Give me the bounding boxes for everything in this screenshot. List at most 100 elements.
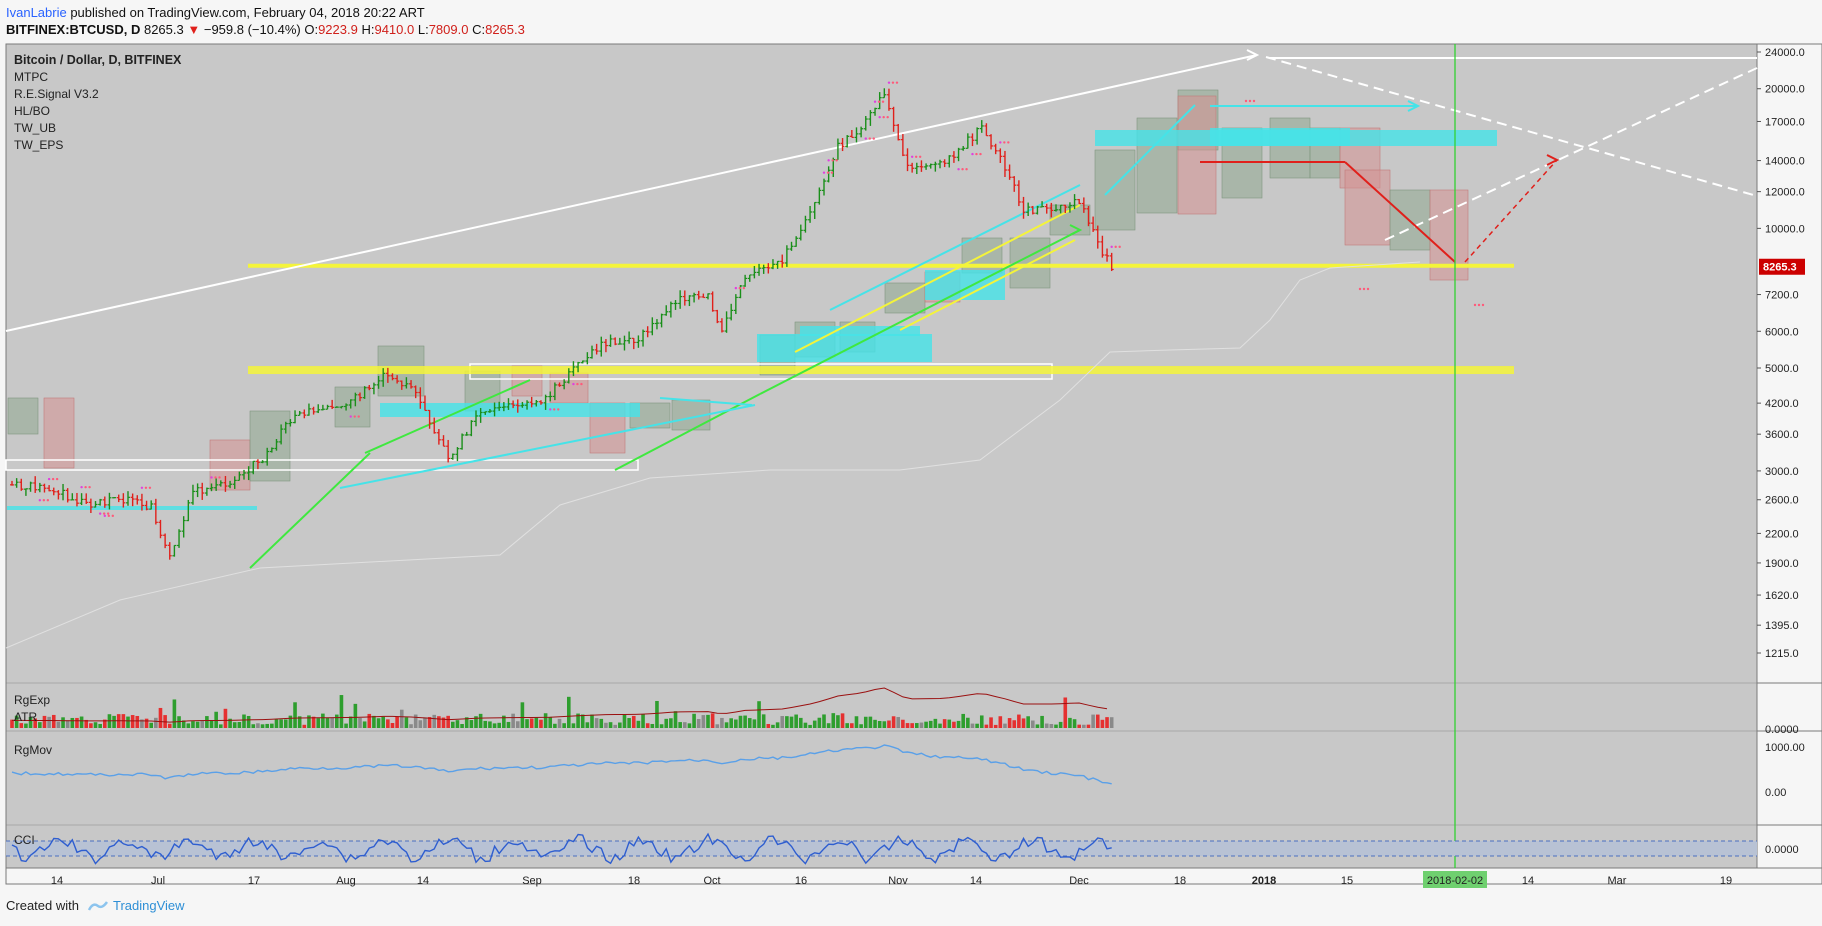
price-tick-label: 20000.0: [1765, 84, 1805, 96]
volume-bar: [1109, 717, 1114, 728]
signal-dot: [961, 167, 964, 171]
volume-bar: [766, 723, 771, 728]
volume-bar: [650, 723, 655, 728]
trend-arrow: [794, 204, 1081, 353]
volume-bar: [451, 721, 455, 728]
volume-bar: [915, 723, 919, 728]
indicator-axis-ticks: 0.0000 1000.00 0.00 0.0000: [1765, 724, 1805, 856]
volume-bar: [367, 713, 372, 728]
volume-bar: [478, 713, 483, 728]
signal-dot: [84, 485, 87, 489]
volume-bar: [891, 716, 896, 728]
symbol: BITFINEX:BTCUSD, D: [6, 22, 141, 37]
volume-bar: [947, 719, 952, 728]
mov-pane[interactable]: [6, 732, 1757, 824]
main-pane[interactable]: [6, 44, 1757, 682]
projection-arrow: [1464, 159, 1558, 263]
volume-bar: [901, 719, 905, 728]
time-tick-label: 17: [248, 875, 260, 887]
volume-bar: [882, 721, 887, 728]
volume-bar: [144, 718, 149, 728]
volume-bar: [469, 720, 474, 728]
volume-bar: [608, 722, 613, 728]
volume-bar: [302, 724, 307, 728]
price-tick-label: 3600.0: [1765, 429, 1799, 441]
volume-bar: [24, 723, 28, 728]
signal-dot: [887, 81, 891, 84]
volume-bar: [339, 695, 344, 728]
volume-bar: [130, 715, 135, 728]
signal-dot: [218, 476, 221, 479]
trendlines: [5, 49, 1758, 569]
trend-arrow: [829, 184, 1081, 311]
trend-arrow: [1104, 104, 1196, 196]
volume-bar: [655, 700, 659, 728]
volume-bar: [734, 719, 738, 728]
chart-svg[interactable]: Bitcoin / Dollar, D, BITFINEX MTPC R.E.Si…: [0, 0, 1822, 890]
volume-bar: [803, 722, 808, 728]
volume-bar: [543, 713, 548, 728]
volume-bar: [794, 714, 798, 728]
trailing-stop-line: [5, 261, 1421, 649]
volume-bar: [812, 720, 817, 728]
atr-title: ATR: [14, 710, 37, 724]
volume-bar: [599, 718, 604, 728]
header: IvanLabrie published on TradingView.com,…: [6, 4, 525, 42]
volume-bar: [780, 716, 785, 728]
indicator-tick-label: 0.0000: [1765, 724, 1799, 736]
author-link[interactable]: IvanLabrie: [6, 5, 67, 20]
arrow-head-icon: [1546, 154, 1560, 166]
volume-bar: [84, 719, 89, 728]
price-tick-label: 7200.0: [1765, 290, 1799, 302]
volume-bar: [1095, 714, 1100, 728]
legend-indicator: MTPC: [14, 70, 48, 84]
signal-dot: [1110, 245, 1113, 249]
arrow-head-icon: [1407, 100, 1421, 112]
tradingview-link[interactable]: TradingView: [87, 898, 185, 913]
volume-bar: [409, 724, 413, 728]
projection-line: [1384, 67, 1758, 241]
signal-dot: [971, 152, 974, 156]
signal-dot: [975, 152, 978, 156]
volume-bar: [831, 713, 836, 728]
volume-bar: [966, 717, 970, 728]
volume-bar: [112, 715, 116, 728]
volume-bar: [910, 723, 914, 728]
volume-bar: [618, 722, 622, 728]
signal-dot: [979, 152, 982, 156]
volume-bar: [604, 722, 608, 728]
volume-bar: [636, 720, 641, 728]
price-tick-label: 10000.0: [1765, 223, 1805, 235]
volume-bar: [877, 721, 882, 728]
volume-bar: [237, 722, 242, 728]
volume-pane[interactable]: [6, 684, 1757, 730]
signal-dot: [357, 415, 360, 418]
volume-bar: [246, 715, 251, 728]
volume-bar: [1012, 720, 1017, 728]
volume-bar: [641, 713, 645, 728]
signal-dot: [1114, 245, 1117, 249]
arrow-head-icon: [1246, 49, 1260, 61]
volume-bar: [191, 721, 195, 728]
volume-bar: [353, 703, 358, 728]
volume-bar: [645, 723, 650, 728]
volume-bar: [785, 716, 789, 728]
footer: Created with TradingView: [6, 898, 185, 913]
signal-dot: [549, 408, 552, 411]
volume-bar: [1049, 724, 1054, 728]
volume-bar: [242, 714, 246, 728]
volume-bar: [316, 718, 321, 728]
low-value: 7809.0: [428, 22, 469, 37]
volume-bar: [167, 723, 172, 728]
signal-dot: [576, 382, 579, 386]
price-tick-label: 2200.0: [1765, 528, 1799, 540]
volume-bar: [288, 715, 293, 728]
volume-bar: [998, 716, 1003, 728]
volume-bar: [135, 715, 140, 728]
signal-dot: [873, 100, 877, 103]
price-tick-label: 1215.0: [1765, 648, 1799, 660]
volume-bar: [474, 716, 478, 728]
legend-indicator: TW_EPS: [14, 138, 63, 152]
indicator-tick-label: 0.0000: [1765, 844, 1799, 856]
legend-indicator: TW_UB: [14, 121, 56, 135]
